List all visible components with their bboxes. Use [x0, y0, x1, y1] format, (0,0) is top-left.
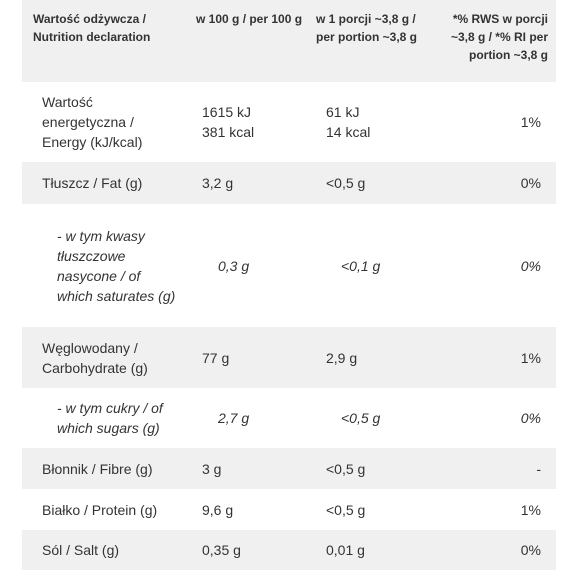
header-cell: *% RWS w porcji ~3,8 g / *% RI per porti…: [450, 12, 548, 62]
cell-line: 1615 kJ: [202, 104, 252, 120]
cell: 0%: [520, 542, 541, 558]
row: Sól / Salt (g) 0,35 g 0,01 g 0%: [22, 530, 556, 570]
cell: <0,1 g: [341, 257, 381, 274]
cell: - w tym kwasy tłuszczowe nasycone / of w…: [57, 227, 176, 304]
cell: Wartość energetyczna / Energy (kJ/kcal): [42, 94, 143, 150]
cell: 61 kJ 14 kcal: [310, 82, 440, 162]
cell: 0%: [520, 257, 541, 274]
cell: <0,5 g: [341, 410, 381, 426]
row: Wartość energetyczna / Energy (kJ/kcal) …: [22, 82, 556, 162]
cell: 1%: [520, 114, 541, 130]
cell: Błonnik / Fibre (g): [42, 460, 153, 477]
cell-line: 381 kcal: [202, 124, 255, 140]
cell: 3 g: [202, 460, 222, 477]
cell-line: 14 kcal: [326, 124, 371, 140]
cell: <0,5 g: [326, 501, 366, 518]
cell: 0%: [520, 175, 541, 191]
cell: - w tym cukry / of which sugars (g): [57, 400, 163, 436]
row: Węglowodany / Carbohydrate (g) 77 g 2,9 …: [22, 327, 556, 388]
row: Tłuszcz / Fat (g) 3,2 g <0,5 g 0%: [22, 162, 556, 204]
header-cell: w 1 porcji ~3,8 g / per portion ~3,8 g: [316, 12, 418, 44]
nutrition-table: Wartość odżywcza / Nutrition declaration…: [22, 0, 556, 570]
cell: 2,9 g: [326, 349, 358, 366]
cell: Węglowodany / Carbohydrate (g): [42, 339, 148, 376]
cell: 77 g: [202, 349, 230, 366]
cell: 3,2 g: [202, 175, 234, 191]
cell: 0,35 g: [202, 542, 241, 558]
cell: 9,6 g: [202, 501, 234, 518]
cell: <0,5 g: [326, 175, 366, 191]
row: - w tym kwasy tłuszczowe nasycone / of w…: [22, 204, 556, 327]
cell: -: [536, 460, 541, 477]
cell: Białko / Protein (g): [42, 501, 158, 518]
cell: 1%: [520, 501, 541, 518]
cell: Sól / Salt (g): [42, 542, 120, 558]
cell: 0,3 g: [218, 257, 250, 274]
cell-line: 61 kJ: [326, 104, 360, 120]
cell: <0,5 g: [326, 460, 366, 477]
header-cell: w 100 g / per 100 g: [196, 12, 303, 26]
header-row: Wartość odżywcza / Nutrition declaration…: [22, 0, 556, 82]
cell: 2,7 g: [218, 410, 250, 426]
cell: 1615 kJ 381 kcal: [190, 82, 310, 162]
header-cell: Wartość odżywcza / Nutrition declaration: [33, 12, 151, 44]
row: - w tym cukry / of which sugars (g) 2,7 …: [22, 388, 556, 448]
row: Błonnik / Fibre (g) 3 g <0,5 g -: [22, 448, 556, 489]
cell: 0,01 g: [326, 542, 365, 558]
cell: Tłuszcz / Fat (g): [42, 175, 143, 191]
row: Białko / Protein (g) 9,6 g <0,5 g 1%: [22, 489, 556, 530]
cell: 1%: [520, 349, 541, 366]
cell: 0%: [520, 410, 541, 426]
